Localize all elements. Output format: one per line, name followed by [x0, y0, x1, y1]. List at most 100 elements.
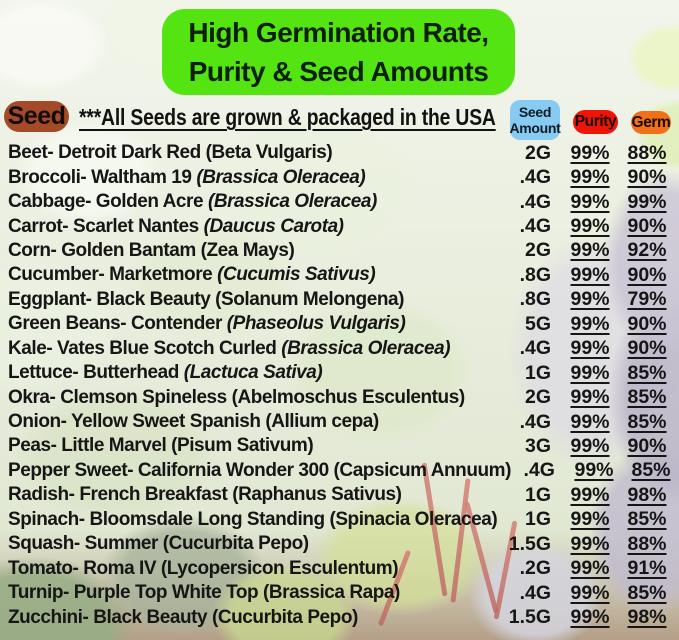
table-row: Broccoli- Waltham 19 (Brassica Oleracea)… — [0, 165, 679, 189]
germ-value: 90% — [627, 166, 667, 189]
seed-amount: .2G — [519, 557, 551, 580]
purity-value: 99% — [570, 434, 610, 457]
seed-amount: 1.5G — [508, 532, 551, 555]
germ-value: 85% — [627, 508, 667, 531]
seed-name: Green Beans- Contender (Phaseolus Vulgar… — [8, 313, 507, 335]
purity-value: 99% — [570, 410, 610, 433]
seed-name-text: Peas- Little Marvel — [8, 435, 172, 457]
table-row: Kale- Vates Blue Scotch Curled (Brassica… — [0, 337, 679, 361]
seed-name: Spinach- Bloomsdale Long Standing (Spina… — [8, 509, 507, 531]
seed-amount: 2G — [524, 141, 551, 164]
germ-value: 88% — [627, 532, 667, 555]
seed-amount-label-line2: Amount — [509, 120, 561, 136]
purity-value: 99% — [570, 386, 610, 409]
seed-species: (Cucurbita Pepo) — [212, 606, 358, 628]
purity-cell: 99% — [559, 435, 621, 458]
germ-column-badge: Germ — [631, 111, 671, 134]
seed-species: (Zea Mays) — [200, 239, 295, 261]
purity-cell: 99% — [559, 582, 621, 605]
seed-amount: .8G — [519, 263, 551, 286]
purity-value: 99% — [570, 141, 610, 164]
germ-cell: 88% — [621, 533, 673, 556]
seed-amount: .8G — [519, 288, 551, 311]
title-banner: High Germination Rate, Purity & Seed Amo… — [162, 9, 515, 95]
germ-value: 92% — [627, 239, 667, 262]
purity-cell: 99% — [559, 191, 621, 214]
purity-value: 99% — [570, 239, 610, 262]
seed-name-text: Zucchini- Black Beauty — [8, 606, 212, 628]
germ-value: 79% — [627, 288, 667, 311]
purity-value: 99% — [570, 532, 610, 555]
seed-amount: 2G — [524, 239, 551, 262]
germ-cell: 90% — [621, 166, 673, 189]
purity-cell: 99% — [559, 239, 621, 262]
germ-cell: 85% — [621, 362, 673, 385]
seed-name: Broccoli- Waltham 19 (Brassica Oleracea) — [8, 167, 507, 189]
seed-amount: .4G — [519, 190, 551, 213]
purity-column-badge: Purity — [573, 110, 618, 134]
seed-amount: .4G — [519, 337, 551, 360]
purity-value: 99% — [574, 459, 614, 482]
table-row: Peas- Little Marvel (Pisum Sativum) 3G 9… — [0, 434, 679, 458]
seed-amount: 1G — [524, 483, 551, 506]
seed-species: (Brassica Oleracea) — [281, 337, 451, 359]
seed-amount: .4G — [519, 410, 551, 433]
germ-cell: 91% — [621, 557, 673, 580]
purity-value: 99% — [570, 312, 610, 335]
seed-species: (Brassica Oleracea) — [196, 166, 366, 188]
germ-value: 98% — [627, 606, 667, 629]
seed-name-text: Tomato- Roma IV — [8, 557, 161, 579]
germ-cell: 85% — [625, 459, 677, 482]
seed-name-text: Corn- Golden Bantam — [8, 239, 201, 261]
germ-cell: 98% — [621, 606, 673, 629]
seed-species: (Lycopersicon Esculentum) — [160, 557, 399, 579]
banner-line-1: High Germination Rate, — [188, 17, 489, 48]
seed-name: Carrot- Scarlet Nantes (Daucus Carota) — [8, 216, 507, 238]
seed-species: (Spinacia Oleracea) — [329, 508, 498, 530]
germ-value: 90% — [627, 337, 667, 360]
seed-column-badge: Seed — [4, 101, 69, 132]
seed-species: (Capsicum Annuum) — [333, 459, 512, 481]
seed-name-text: Green Beans- Contender — [8, 313, 227, 335]
purity-column-label: Purity — [574, 113, 617, 130]
seed-name: Radish- French Breakfast (Raphanus Sativ… — [8, 484, 507, 506]
seed-name: Lettuce- Butterhead (Lactuca Sativa) — [8, 362, 507, 384]
table-row: Carrot- Scarlet Nantes (Daucus Carota) .… — [0, 214, 679, 238]
purity-value: 99% — [570, 361, 610, 384]
germ-cell: 79% — [621, 288, 673, 311]
purity-value: 99% — [570, 483, 610, 506]
germ-value: 91% — [627, 557, 667, 580]
germ-cell: 90% — [621, 313, 673, 336]
seed-amount: 1G — [524, 508, 551, 531]
seed-name-text: Onion- Yellow Sweet Spanish — [8, 411, 266, 433]
seed-name: Corn- Golden Bantam (Zea Mays) — [8, 240, 507, 262]
seed-species: (Solanum Melongena) — [215, 288, 404, 310]
germ-value: 85% — [627, 386, 667, 409]
germ-value: 90% — [627, 434, 667, 457]
seed-species: (Raphanus Sativus) — [232, 484, 402, 506]
germ-cell: 99% — [621, 191, 673, 214]
purity-cell: 99% — [559, 386, 621, 409]
germ-cell: 90% — [621, 337, 673, 360]
table-row: Pepper Sweet- California Wonder 300 (Cap… — [0, 459, 679, 483]
seed-name: Kale- Vates Blue Scotch Curled (Brassica… — [8, 338, 507, 360]
seed-amount: 1G — [524, 361, 551, 384]
germ-value: 98% — [627, 483, 667, 506]
table-row: Lettuce- Butterhead (Lactuca Sativa) 1G … — [0, 361, 679, 385]
seed-species: (Phaseolus Vulgaris) — [226, 313, 406, 335]
purity-value: 99% — [570, 606, 610, 629]
germ-cell: 90% — [621, 435, 673, 458]
table-row: Tomato- Roma IV (Lycopersicon Esculentum… — [0, 556, 679, 580]
seed-amount: .4G — [519, 166, 551, 189]
purity-value: 99% — [570, 190, 610, 213]
table-row: Corn- Golden Bantam (Zea Mays) 2G 99% 92… — [0, 239, 679, 263]
germ-value: 90% — [627, 263, 667, 286]
seed-name-text: Kale- Vates Blue Scotch Curled — [8, 337, 282, 359]
purity-value: 99% — [570, 508, 610, 531]
germ-cell: 85% — [621, 386, 673, 409]
germ-value: 85% — [627, 581, 667, 604]
table-row: Green Beans- Contender (Phaseolus Vulgar… — [0, 312, 679, 336]
seed-name-text: Cucumber- Marketmore — [8, 264, 218, 286]
purity-cell: 99% — [559, 533, 621, 556]
